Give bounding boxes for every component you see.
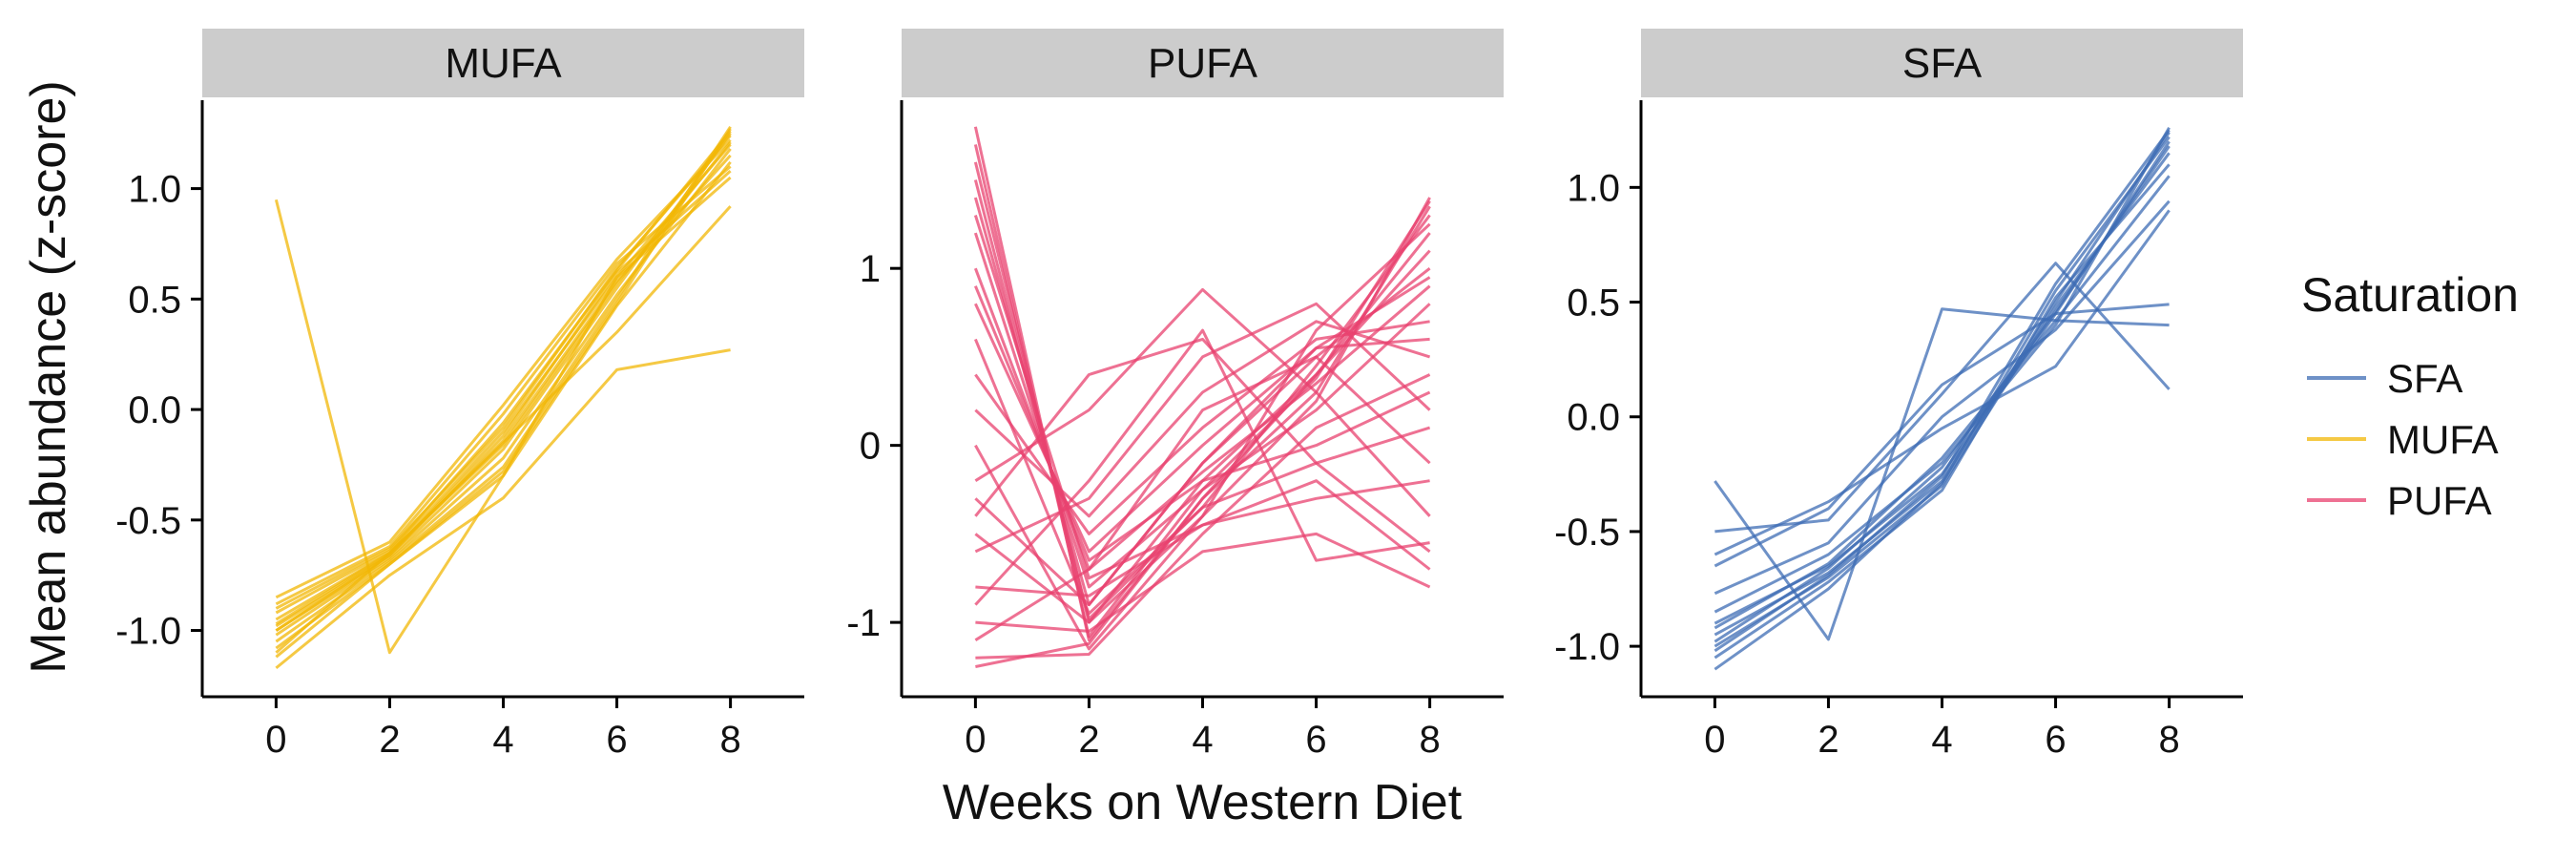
series-line-6 (275, 130, 732, 615)
y-tick-label: 0.5 (1567, 283, 1620, 325)
series-lines (274, 125, 732, 670)
series-line-10 (275, 147, 732, 637)
series-line-11 (974, 287, 1431, 517)
x-tick-label: 2 (379, 719, 400, 761)
series-line-2 (1714, 262, 2171, 534)
series-line-9 (275, 132, 732, 632)
panel-sfa: SFA -1.0 -0.5 0.0 0.5 1.0 0 2 4 6 8 (1554, 29, 2243, 761)
series-line-25 (974, 276, 1431, 607)
legend-item-sfa: SFA (2307, 356, 2462, 401)
series-lines (1714, 127, 2171, 671)
panel-pufa: PUFA -1 0 1 0 2 4 6 8 (846, 29, 1504, 761)
y-tick-label: -0.5 (1554, 512, 1620, 554)
series-line-17 (975, 249, 1431, 668)
series-line-16 (975, 373, 1431, 660)
panel-mufa: MUFA -1.0 -0.5 0.0 0.5 1.0 0 2 4 6 8 (115, 29, 804, 761)
strip-label: PUFA (1148, 40, 1258, 87)
x-tick-label: 0 (265, 719, 286, 761)
y-tick-label: 0.0 (1567, 397, 1620, 439)
y-tick-label: 1.0 (128, 169, 181, 211)
x-tick-label: 8 (719, 719, 740, 761)
series-line-7 (1714, 140, 2171, 625)
x-axis-title: Weeks on Western Diet (943, 775, 1463, 830)
series-line-13 (275, 169, 732, 632)
series-line-2 (275, 348, 731, 670)
strip-background (202, 29, 804, 97)
y-tick-label: 0.5 (128, 279, 181, 321)
x-tick-label: 4 (1931, 719, 1952, 761)
x-tick-label: 0 (1704, 719, 1725, 761)
series-lines (973, 126, 1431, 668)
series-line-13 (1714, 175, 2171, 630)
x-tick-label: 4 (1192, 719, 1213, 761)
series-line-13 (974, 302, 1431, 554)
strip-label: SFA (1902, 40, 1983, 87)
series-line-14 (1714, 129, 2171, 653)
x-tick-label: 8 (1419, 719, 1440, 761)
x-tick-label: 2 (1818, 719, 1839, 761)
x-tick-label: 2 (1078, 719, 1099, 761)
y-tick-label: 1.0 (1567, 167, 1620, 209)
series-line-3 (1714, 303, 2170, 568)
series-line-11 (275, 125, 732, 643)
series-line-12 (1714, 145, 2171, 643)
strip-background (902, 29, 1504, 97)
series-line-14 (275, 135, 732, 610)
x-tick-label: 6 (1305, 719, 1326, 761)
series-line-18 (974, 328, 1430, 606)
series-line-24 (974, 355, 1431, 641)
series-line-10 (1714, 163, 2171, 660)
legend-item-pufa: PUFA (2307, 478, 2492, 523)
y-tick-label: 0.0 (128, 389, 181, 431)
series-line-5 (1714, 209, 2171, 556)
x-tick-label: 6 (2045, 719, 2066, 761)
series-line-15 (975, 532, 1431, 633)
legend-item-mufa: MUFA (2307, 417, 2499, 462)
series-line-15 (275, 128, 732, 659)
x-tick-label: 6 (606, 719, 627, 761)
y-axis-title: Mean abundance (z-score) (21, 80, 76, 673)
x-tick-label: 0 (965, 719, 986, 761)
strip-label: MUFA (445, 40, 562, 87)
legend-label: PUFA (2387, 478, 2492, 523)
y-tick-label: 1 (860, 248, 881, 290)
series-line-11 (1714, 136, 2171, 671)
series-line-22 (973, 215, 1430, 580)
y-tick-label: -0.5 (115, 500, 181, 542)
series-line-9 (974, 320, 1431, 518)
series-line-12 (275, 160, 732, 650)
legend-label: SFA (2387, 356, 2462, 401)
legend: Saturation SFA MUFA PUFA (2301, 268, 2519, 523)
y-tick-label: -1.0 (115, 611, 181, 653)
y-tick-label: 0 (860, 426, 881, 468)
series-line-4 (275, 138, 732, 599)
series-line-6 (1714, 127, 2171, 614)
legend-title: Saturation (2301, 268, 2519, 322)
strip-background (1641, 29, 2243, 97)
series-line-4 (1714, 199, 2171, 596)
x-tick-label: 4 (492, 719, 513, 761)
legend-label: MUFA (2387, 417, 2499, 462)
y-tick-label: -1.0 (1554, 626, 1620, 668)
series-line-16 (275, 141, 732, 625)
x-tick-label: 8 (2158, 719, 2179, 761)
y-tick-label: -1 (846, 602, 881, 644)
series-line-23 (974, 285, 1431, 562)
